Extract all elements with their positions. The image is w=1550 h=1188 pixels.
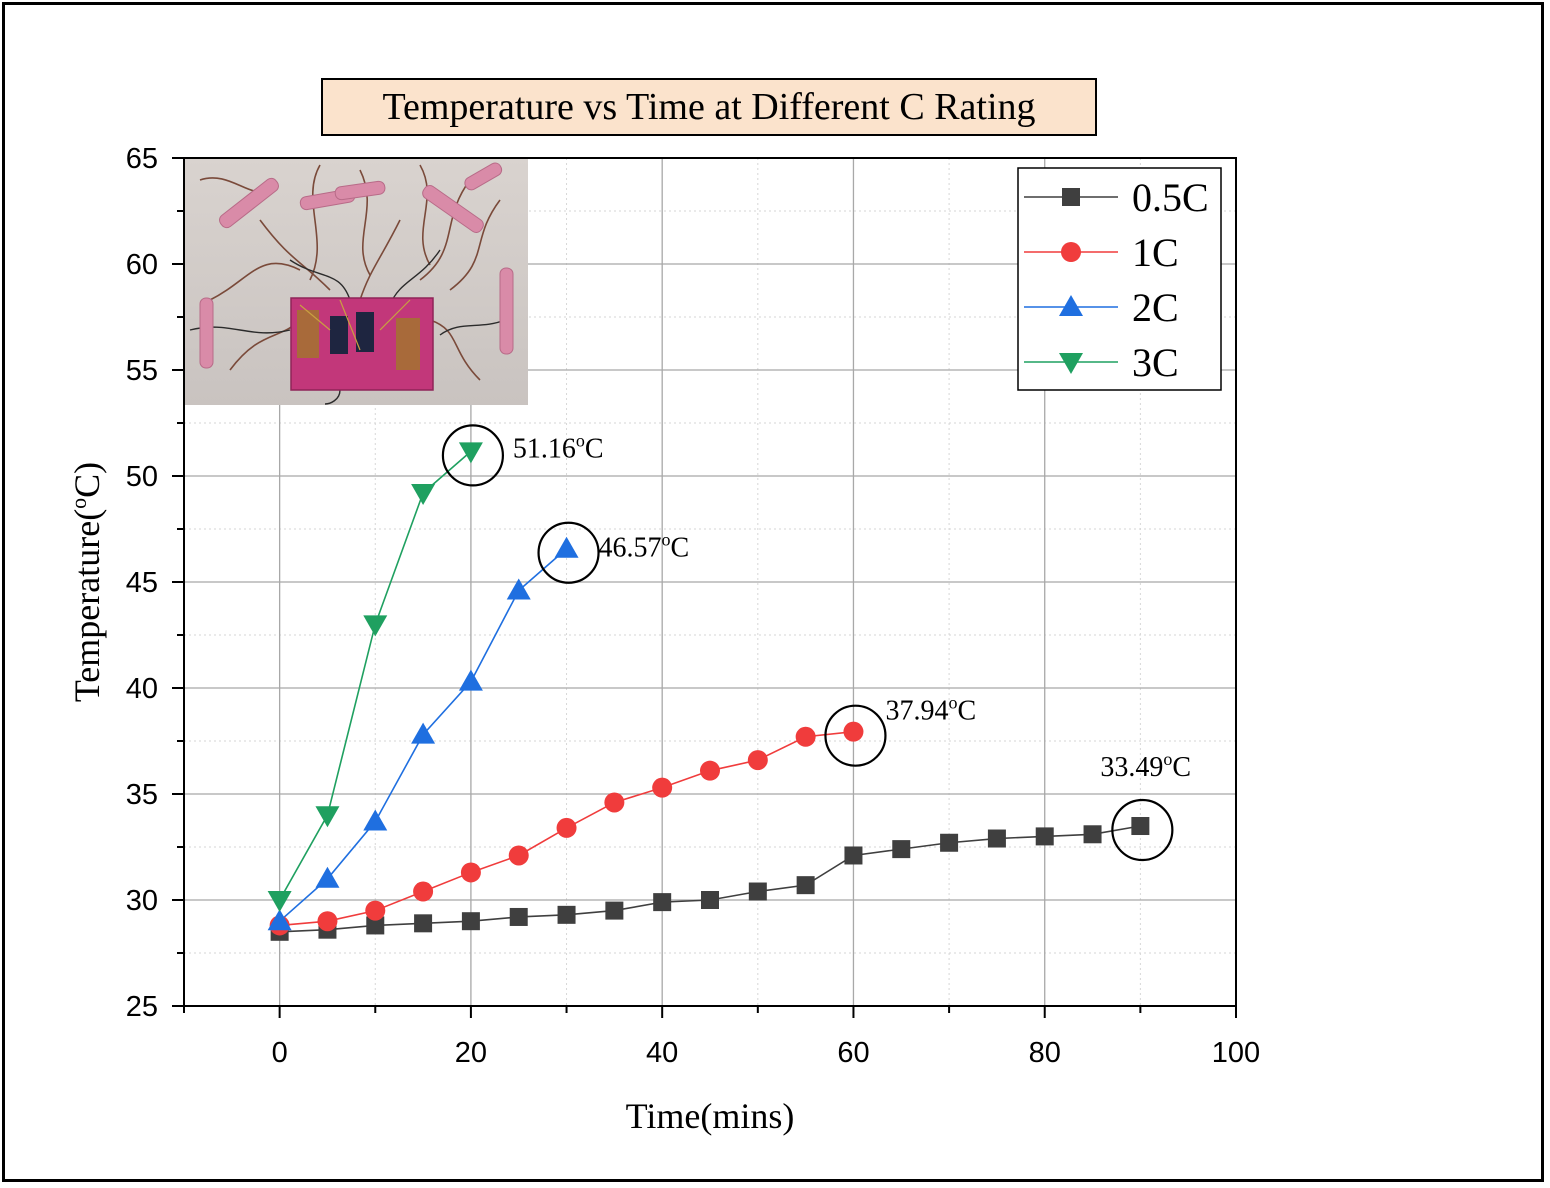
data-point-0.5C: [1131, 817, 1150, 836]
y-axis-title: Temperature(oC): [66, 462, 107, 702]
legend-label-2C: 2C: [1132, 285, 1179, 330]
data-point-0.5C: [987, 829, 1006, 848]
data-point-2C: [458, 669, 483, 691]
data-point-2C: [267, 909, 292, 931]
data-point-0.5C: [509, 907, 528, 926]
data-point-1C: [365, 900, 386, 921]
axis-ticks: [172, 157, 1237, 1018]
x-tick-label: 80: [1029, 1037, 1061, 1069]
data-point-1C: [700, 760, 720, 781]
x-tick-label: 0: [272, 1037, 288, 1069]
annotation-circle: [1111, 798, 1174, 862]
x-tick-label: 20: [455, 1037, 487, 1069]
legend: 0.5C 1C 2C 3C: [1017, 167, 1222, 391]
data-point-0.5C: [940, 833, 959, 852]
data-point-1C: [556, 817, 577, 838]
data-point-2C: [315, 866, 340, 888]
data-point-0.5C: [414, 914, 433, 933]
data-point-1C: [413, 881, 434, 902]
data-point-0.5C: [748, 882, 767, 901]
data-point-0.5C: [605, 901, 624, 920]
x-tick-label: 40: [646, 1037, 678, 1069]
legend-marker-0.5C: [1062, 188, 1080, 206]
legend-marker-2C: [1059, 295, 1083, 316]
battery-pack-photo: [184, 158, 528, 405]
legend-marker-3C: [1059, 353, 1083, 374]
annotations: 51.16oC 46.57oC 37.94oC 33.49oC: [441, 424, 1191, 862]
data-point-0.5C: [557, 905, 576, 924]
series-markers: [267, 442, 1150, 941]
data-point-0.5C: [366, 916, 385, 935]
legend-box: [1017, 167, 1222, 391]
annotation-label: 37.94oC: [885, 693, 976, 727]
data-point-3C: [411, 483, 436, 505]
annotation-label: 46.57oC: [599, 530, 690, 564]
x-axis-title: Time(mins): [626, 1096, 795, 1136]
y-tick-label: 35: [126, 779, 158, 811]
y-tick-labels: 25 30 35 40 45 50 55 60 65: [126, 143, 158, 1023]
annotation-circle: [824, 704, 887, 767]
legend-marker-1C: [1061, 242, 1081, 262]
annotation-circle: [441, 424, 505, 487]
data-point-2C: [363, 809, 388, 831]
data-point-1C: [604, 792, 625, 813]
data-point-1C: [747, 750, 768, 771]
y-tick-label: 60: [126, 249, 158, 281]
annotation-circle: [537, 521, 600, 584]
data-point-2C: [411, 722, 436, 744]
data-point-0.5C: [701, 891, 719, 909]
data-point-0.5C: [461, 912, 480, 931]
data-point-0.5C: [844, 846, 863, 865]
x-tick-labels: 0 20 40 60 80 100: [272, 1037, 1261, 1069]
data-point-0.5C: [653, 893, 672, 912]
data-point-1C: [843, 721, 864, 742]
y-tick-label: 50: [126, 461, 158, 493]
data-point-0.5C: [1035, 827, 1054, 846]
data-point-1C: [508, 845, 529, 866]
data-point-0.5C: [1083, 825, 1102, 844]
data-point-2C: [506, 578, 531, 600]
data-point-1C: [652, 777, 673, 798]
data-point-3C: [458, 442, 483, 464]
y-tick-label: 65: [126, 143, 158, 175]
chart-title: Temperature vs Time at Different C Ratin…: [321, 78, 1097, 136]
annotation-label: 51.16oC: [513, 430, 604, 464]
x-tick-label: 60: [837, 1037, 869, 1069]
x-tick-label: 100: [1212, 1037, 1260, 1069]
legend-label-3C: 3C: [1132, 340, 1179, 385]
y-tick-label: 40: [126, 673, 158, 705]
y-tick-label: 30: [126, 885, 158, 917]
data-point-1C: [317, 911, 338, 932]
data-point-3C: [315, 806, 340, 828]
data-point-0.5C: [892, 840, 911, 859]
y-tick-label: 45: [126, 567, 158, 599]
legend-label-0.5C: 0.5C: [1132, 175, 1209, 220]
y-tick-label: 55: [126, 355, 158, 387]
data-point-3C: [267, 891, 292, 912]
annotation-label: 33.49oC: [1100, 749, 1191, 783]
data-point-1C: [460, 862, 481, 883]
data-point-2C: [554, 536, 579, 558]
data-point-1C: [795, 726, 816, 747]
y-tick-label: 25: [126, 991, 158, 1023]
data-point-0.5C: [796, 876, 815, 895]
legend-label-1C: 1C: [1132, 230, 1179, 275]
data-point-3C: [363, 615, 388, 637]
